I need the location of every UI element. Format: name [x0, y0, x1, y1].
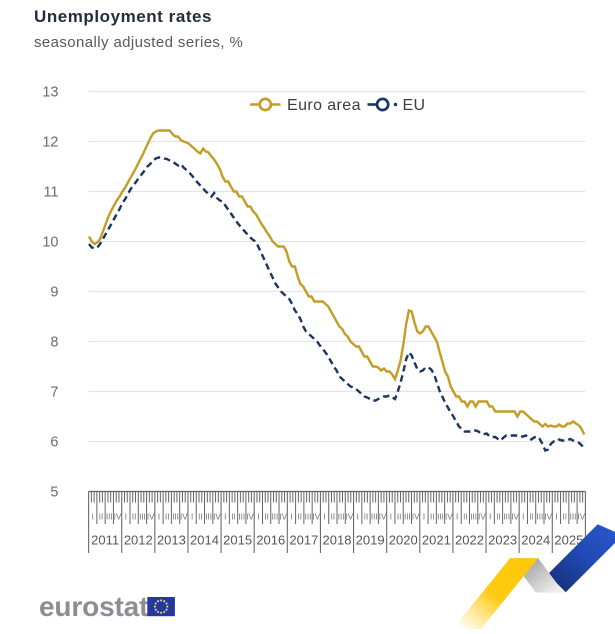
svg-text:III: III — [205, 513, 212, 522]
svg-text:I: I — [92, 513, 94, 522]
svg-text:II: II — [231, 513, 235, 522]
svg-text:I: I — [489, 513, 491, 522]
svg-text:II: II — [529, 513, 533, 522]
svg-text:2023: 2023 — [488, 533, 517, 548]
svg-text:IV: IV — [279, 513, 287, 522]
svg-text:II: II — [562, 513, 566, 522]
svg-text:I: I — [224, 513, 226, 522]
svg-text:III: III — [470, 513, 477, 522]
svg-text:I: I — [158, 513, 160, 522]
svg-text:IV: IV — [114, 513, 122, 522]
svg-text:III: III — [238, 513, 245, 522]
svg-text:IV: IV — [346, 513, 354, 522]
svg-text:10: 10 — [42, 235, 58, 251]
svg-text:I: I — [257, 513, 259, 522]
svg-text:2016: 2016 — [256, 533, 285, 548]
svg-text:6: 6 — [50, 435, 58, 451]
svg-text:III: III — [338, 513, 345, 522]
svg-text:2017: 2017 — [289, 533, 318, 548]
svg-text:2024: 2024 — [521, 533, 550, 548]
svg-text:II: II — [165, 513, 169, 522]
svg-text:7: 7 — [50, 385, 58, 401]
svg-text:2013: 2013 — [157, 533, 186, 548]
svg-text:IV: IV — [478, 513, 486, 522]
svg-text:III: III — [172, 513, 179, 522]
svg-text:IV: IV — [313, 513, 321, 522]
svg-text:2021: 2021 — [422, 533, 451, 548]
svg-text:III: III — [570, 513, 577, 522]
svg-text:IV: IV — [180, 513, 188, 522]
svg-text:III: III — [305, 513, 312, 522]
svg-text:seasonally adjusted series, %: seasonally adjusted series, % — [34, 34, 243, 51]
svg-text:III: III — [437, 513, 444, 522]
svg-text:2014: 2014 — [190, 533, 219, 548]
svg-text:IV: IV — [445, 513, 453, 522]
svg-text:II: II — [430, 513, 434, 522]
svg-text:I: I — [423, 513, 425, 522]
svg-text:II: II — [99, 513, 103, 522]
svg-text:12: 12 — [42, 135, 58, 151]
svg-text:13: 13 — [42, 85, 58, 101]
svg-text:9: 9 — [50, 285, 58, 301]
svg-text:I: I — [290, 513, 292, 522]
svg-text:IV: IV — [412, 513, 420, 522]
svg-text:II: II — [264, 513, 268, 522]
svg-text:IV: IV — [544, 513, 552, 522]
svg-text:8: 8 — [50, 335, 58, 351]
svg-text:2015: 2015 — [223, 533, 252, 548]
svg-text:IV: IV — [379, 513, 387, 522]
svg-text:II: II — [397, 513, 401, 522]
svg-text:5: 5 — [50, 485, 58, 501]
svg-text:2019: 2019 — [356, 533, 385, 548]
svg-text:II: II — [198, 513, 202, 522]
svg-text:2025: 2025 — [554, 533, 583, 548]
svg-text:IV: IV — [577, 513, 585, 522]
svg-text:II: II — [496, 513, 500, 522]
svg-text:IV: IV — [213, 513, 221, 522]
svg-text:2022: 2022 — [455, 533, 484, 548]
svg-text:II: II — [364, 513, 368, 522]
svg-text:Euro area: Euro area — [287, 97, 361, 114]
svg-text:I: I — [125, 513, 127, 522]
svg-text:III: III — [371, 513, 378, 522]
svg-text:2020: 2020 — [389, 533, 418, 548]
svg-text:III: III — [272, 513, 279, 522]
svg-text:II: II — [132, 513, 136, 522]
svg-text:III: III — [106, 513, 113, 522]
svg-text:IV: IV — [246, 513, 254, 522]
svg-text:Unemployment rates: Unemployment rates — [34, 7, 212, 26]
svg-text:2011: 2011 — [91, 533, 119, 548]
svg-text:eurostat: eurostat — [39, 591, 148, 622]
svg-text:III: III — [139, 513, 146, 522]
svg-text:IV: IV — [511, 513, 519, 522]
svg-text:2018: 2018 — [323, 533, 352, 548]
svg-text:I: I — [191, 513, 193, 522]
svg-text:I: I — [555, 513, 557, 522]
svg-text:II: II — [463, 513, 467, 522]
svg-text:III: III — [404, 513, 411, 522]
svg-text:EU: EU — [403, 97, 426, 114]
svg-text:III: III — [537, 513, 544, 522]
svg-text:11: 11 — [43, 185, 58, 201]
svg-text:I: I — [390, 513, 392, 522]
svg-text:I: I — [522, 513, 524, 522]
svg-text:I: I — [357, 513, 359, 522]
svg-text:2012: 2012 — [124, 533, 153, 548]
svg-text:III: III — [503, 513, 510, 522]
svg-text:II: II — [331, 513, 335, 522]
svg-text:I: I — [456, 513, 458, 522]
svg-text:IV: IV — [147, 513, 155, 522]
svg-text:I: I — [323, 513, 325, 522]
svg-text:II: II — [298, 513, 302, 522]
